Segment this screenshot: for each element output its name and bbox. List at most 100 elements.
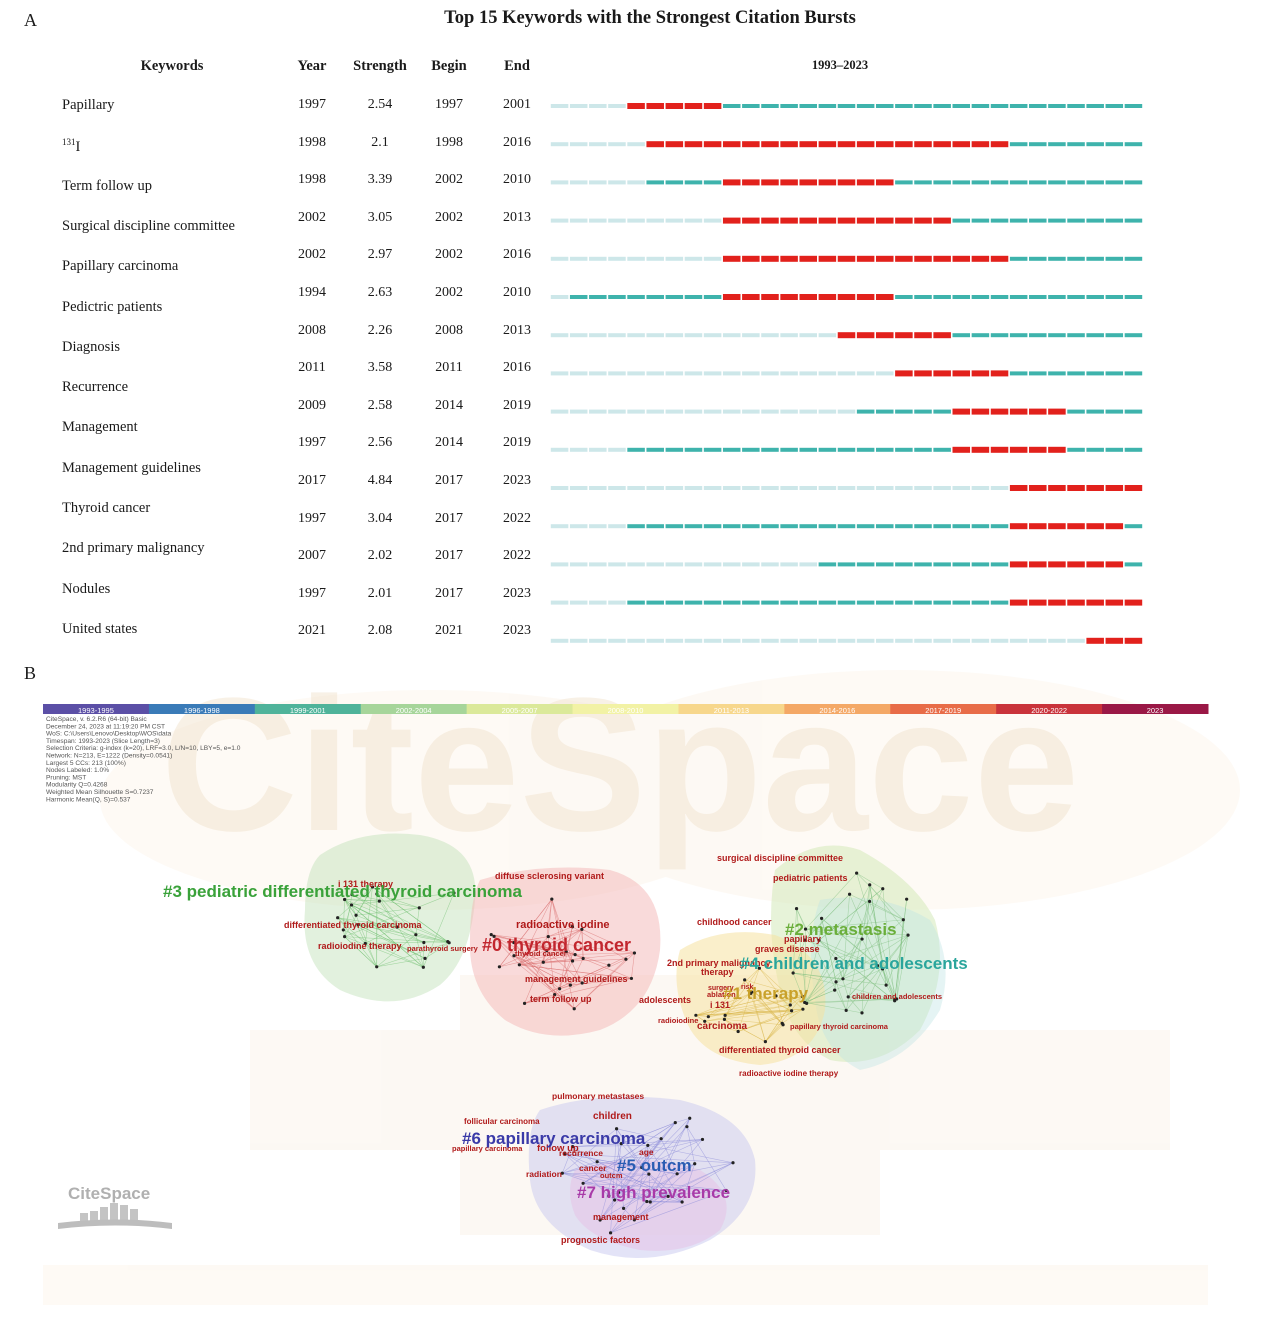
burst-segment — [1124, 142, 1143, 147]
network-edge — [804, 939, 883, 970]
burst-segment — [703, 103, 722, 109]
network-node — [414, 933, 418, 937]
network-edge — [358, 924, 450, 943]
burst-segment — [914, 447, 932, 452]
burst-segment — [952, 446, 971, 453]
burst-segment — [569, 218, 588, 223]
burst-segment — [990, 255, 1009, 262]
burst-segment — [646, 371, 664, 376]
burst-segment — [933, 524, 951, 529]
burst-segment — [856, 409, 875, 414]
burst-segment — [1086, 333, 1104, 338]
network-edge — [765, 996, 803, 1042]
network-edge — [499, 929, 583, 968]
network-edge — [695, 995, 777, 1016]
network-node — [492, 934, 496, 938]
info-line: Harmonic Mean(Q, S)=0.537 — [46, 796, 131, 803]
network-node — [703, 1019, 707, 1023]
burst-segment — [780, 638, 798, 643]
kw-label: follicular carcinoma — [464, 1117, 540, 1126]
network-node — [800, 994, 805, 999]
network-edge — [337, 917, 426, 959]
burst-segment — [914, 217, 932, 224]
begin-cell: 2021 — [435, 623, 463, 639]
network-node — [560, 1171, 564, 1175]
burst-segment — [761, 333, 779, 338]
network-node — [724, 1188, 728, 1193]
keyword-cell: Papillary carcinoma — [62, 258, 179, 275]
year-cell: 1997 — [298, 585, 326, 601]
burst-segment — [933, 141, 951, 148]
end-cell: 2019 — [503, 435, 531, 451]
network-edge — [424, 942, 450, 959]
network-map: CiteSpace 1993-1995 1996-1998 1999-2001 200… — [43, 660, 1240, 1305]
burst-segment — [1009, 561, 1028, 568]
burst-segment — [608, 600, 626, 605]
burst-segment — [627, 295, 645, 299]
cluster-hull-7 — [570, 1160, 727, 1251]
network-edge — [647, 1139, 703, 1146]
network-node — [803, 938, 807, 942]
network-edge — [524, 964, 610, 1004]
network-edge — [631, 952, 635, 979]
strength-cell: 2.54 — [367, 97, 393, 112]
burst-segment — [1029, 256, 1047, 261]
network-edge — [610, 1190, 727, 1234]
network-edge — [344, 892, 455, 937]
network-edges — [337, 872, 909, 1234]
network-edge — [351, 904, 398, 928]
burst-segment — [875, 179, 894, 186]
burst-segment — [990, 141, 1009, 148]
network-node — [343, 935, 347, 939]
end-cell: 2023 — [503, 585, 531, 601]
network-edge — [344, 936, 377, 968]
keyword-cell: Term follow up — [62, 177, 152, 194]
burst-segment — [742, 524, 760, 529]
strength-cell: 2.02 — [367, 548, 393, 564]
network-edge — [724, 1019, 784, 1026]
network-edge — [597, 1161, 678, 1175]
year-cell: 2009 — [298, 397, 326, 413]
network-edge — [806, 884, 870, 1004]
network-edge — [524, 978, 632, 1004]
network-edge — [744, 979, 803, 997]
network-edge — [856, 873, 895, 1001]
network-node — [905, 897, 909, 901]
network-node — [377, 899, 381, 903]
network-edge — [695, 996, 803, 1016]
burst-segment — [799, 179, 818, 186]
burst-segment — [1067, 447, 1085, 452]
burst-segment — [684, 218, 703, 223]
cluster-label-2: #2 metastasis — [785, 920, 897, 939]
burst-segment — [1105, 142, 1124, 147]
burst-segment — [722, 141, 741, 148]
burst-segment — [665, 524, 684, 529]
burst-segment — [780, 294, 798, 300]
burst-segment — [665, 600, 684, 605]
network-edge — [599, 1192, 619, 1221]
network-edge — [782, 1008, 804, 1024]
burst-segment — [1105, 256, 1124, 261]
burst-segment — [703, 371, 722, 376]
kw-label: outcm — [600, 1171, 623, 1180]
burst-segment — [608, 104, 626, 108]
burst-segment — [990, 218, 1009, 223]
network-edge — [519, 936, 549, 966]
network-node — [370, 885, 375, 889]
info-line: Timespan: 1993-2023 (Slice Length=3) — [46, 738, 160, 745]
legend-swatch — [1102, 704, 1209, 714]
burst-segment — [1124, 104, 1143, 108]
burst-segment — [1048, 485, 1066, 491]
burst-segment — [895, 180, 913, 185]
kw-label: recurrence — [559, 1148, 603, 1158]
network-edge — [344, 936, 450, 944]
burst-segment — [914, 141, 932, 148]
burst-segment — [761, 638, 779, 643]
burst-segment — [1009, 142, 1028, 147]
burst-segment — [933, 562, 951, 567]
burst-segment — [550, 295, 569, 299]
burst-segment — [1067, 295, 1085, 299]
network-edge — [491, 934, 635, 954]
burst-segment — [1105, 218, 1124, 223]
network-node — [517, 963, 521, 967]
